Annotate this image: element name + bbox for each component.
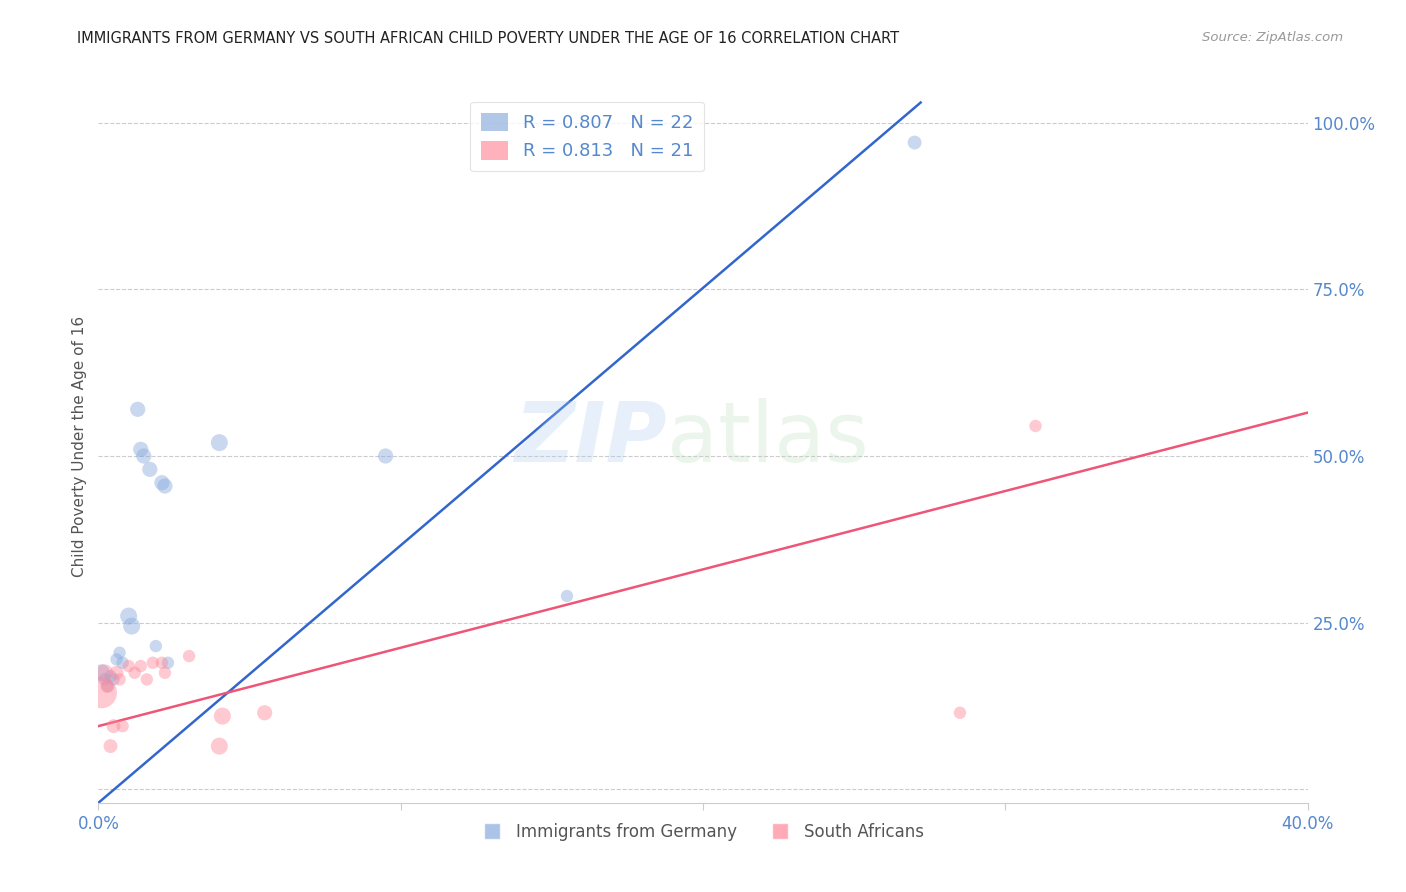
Point [93, 665, 115, 680]
Point [96, 679, 118, 693]
Point [949, 706, 972, 720]
Point [118, 659, 141, 673]
Point [103, 673, 125, 687]
Point [135, 673, 157, 687]
Point [142, 656, 165, 670]
Point [374, 449, 396, 463]
Text: ZIP: ZIP [515, 399, 666, 479]
Point [111, 656, 134, 670]
Legend: Immigrants from Germany, South Africans: Immigrants from Germany, South Africans [475, 817, 931, 848]
Point [103, 719, 125, 733]
Point [118, 609, 141, 624]
Point [121, 619, 143, 633]
Point [90, 665, 112, 680]
Point [90, 686, 112, 700]
Text: atlas: atlas [666, 399, 869, 479]
Point [208, 435, 231, 450]
Text: IMMIGRANTS FROM GERMANY VS SOUTH AFRICAN CHILD POVERTY UNDER THE AGE OF 16 CORRE: IMMIGRANTS FROM GERMANY VS SOUTH AFRICAN… [77, 31, 900, 46]
Point [179, 649, 201, 664]
Point [96, 679, 118, 693]
Point [132, 449, 155, 463]
Point [150, 656, 173, 670]
Point [108, 646, 131, 660]
Point [108, 673, 131, 687]
Point [127, 402, 149, 417]
Point [208, 739, 231, 753]
Point [129, 442, 152, 457]
Point [1024, 419, 1046, 434]
Point [139, 462, 162, 476]
Point [150, 475, 173, 490]
Point [555, 589, 578, 603]
Point [153, 479, 176, 493]
Point [129, 659, 152, 673]
Point [156, 656, 179, 670]
Point [100, 669, 122, 683]
Point [93, 673, 115, 687]
Point [100, 739, 122, 753]
Y-axis label: Child Poverty Under the Age of 16: Child Poverty Under the Age of 16 [72, 316, 87, 576]
Point [211, 709, 233, 723]
Text: Source: ZipAtlas.com: Source: ZipAtlas.com [1202, 31, 1343, 45]
Point [253, 706, 276, 720]
Point [145, 639, 167, 653]
Point [105, 665, 128, 680]
Point [124, 665, 146, 680]
Point [105, 652, 128, 666]
Point [111, 719, 134, 733]
Point [153, 665, 176, 680]
Point [904, 136, 927, 150]
